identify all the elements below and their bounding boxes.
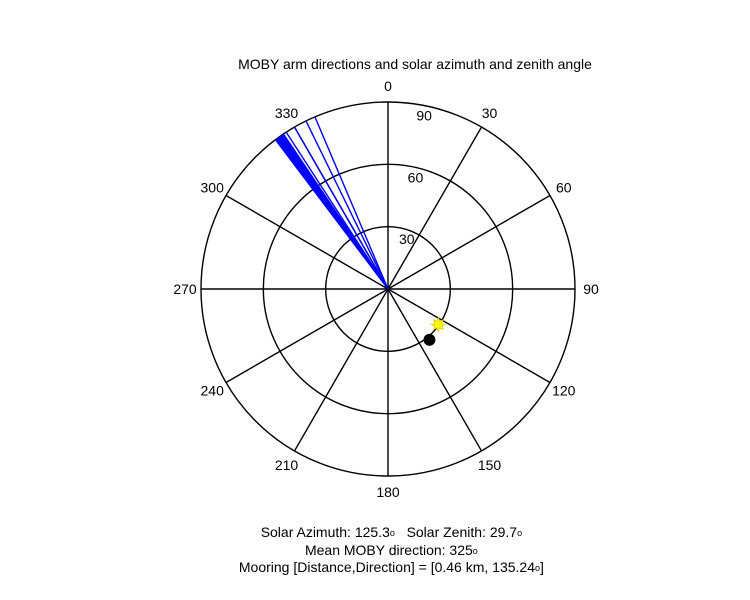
angle-label-300: 300 xyxy=(201,180,225,196)
chart-title: MOBY arm directions and solar azimuth an… xyxy=(238,56,592,72)
spoke-300 xyxy=(225,194,389,290)
angle-label-60: 60 xyxy=(556,180,572,196)
solar-star-marker xyxy=(430,316,447,333)
mean-moby-text: Mean MOBY direction: 325 xyxy=(304,542,473,558)
moby-arm-line-337 xyxy=(314,116,389,290)
spoke-210 xyxy=(293,288,389,452)
angle-label-330: 330 xyxy=(275,105,299,121)
angle-label-30: 30 xyxy=(482,105,498,121)
spoke-150 xyxy=(387,288,483,452)
solar-azimuth-text: Solar Azimuth: 125.3 xyxy=(260,524,390,540)
mooring-caption: Mooring [Distance,Direction] = [0.46 km,… xyxy=(238,559,544,575)
solar-caption: Solar Azimuth: 125.3o Solar Zenith: 29.7… xyxy=(260,524,523,540)
moby-arm-lines xyxy=(274,116,389,290)
angle-label-180: 180 xyxy=(376,484,400,500)
spoke-240 xyxy=(225,288,389,384)
angle-label-150: 150 xyxy=(478,457,502,473)
angle-label-240: 240 xyxy=(201,383,225,399)
solar-zenith-text: Solar Zenith: 29.7 xyxy=(406,524,518,540)
angle-label-0: 0 xyxy=(384,78,392,94)
moby-arm-wedge xyxy=(275,133,388,289)
radial-label-60: 60 xyxy=(408,169,424,185)
mooring-text: Mooring [Distance,Direction] = [0.46 km,… xyxy=(238,559,535,575)
solar-points xyxy=(423,316,447,346)
angle-label-90: 90 xyxy=(583,281,599,297)
mean-moby-caption: Mean MOBY direction: 325o xyxy=(304,542,478,558)
radial-label-90: 90 xyxy=(416,108,432,124)
moby-arm-line-327 xyxy=(285,131,389,290)
angle-label-210: 210 xyxy=(275,457,299,473)
moby-arm-line-334 xyxy=(305,120,389,290)
angle-labels: 0 30 60 90 120 150 180 210 240 270 300 330 30 60 90 xyxy=(173,78,599,500)
angle-label-270: 270 xyxy=(173,281,197,297)
radial-label-30: 30 xyxy=(399,231,415,247)
angle-label-120: 120 xyxy=(552,383,576,399)
mooring-marker xyxy=(423,333,436,346)
spoke-120 xyxy=(387,288,551,384)
spoke-60 xyxy=(387,194,551,290)
spoke-30 xyxy=(387,126,483,290)
moby-arm-line-330 xyxy=(293,126,389,290)
